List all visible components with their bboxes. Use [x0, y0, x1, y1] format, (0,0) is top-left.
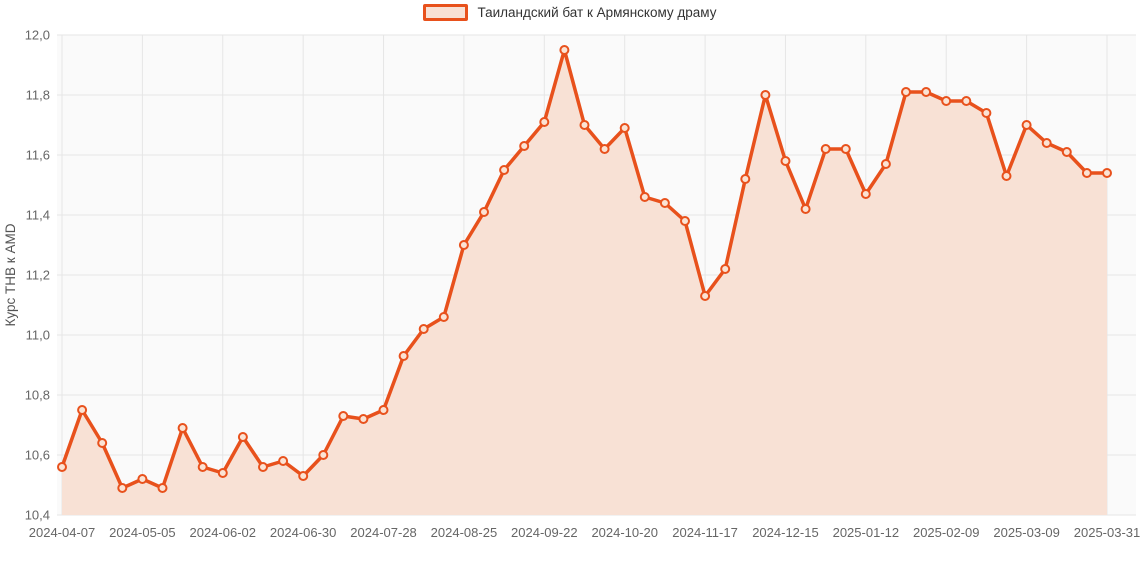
data-point-marker[interactable] — [157, 483, 168, 493]
data-point-marker[interactable] — [599, 144, 610, 154]
y-tick-label: 10,4 — [25, 508, 50, 523]
data-point-marker[interactable] — [760, 90, 771, 100]
data-point-marker[interactable] — [97, 438, 108, 448]
data-point-marker[interactable] — [438, 312, 449, 322]
y-axis-title: Курс THB к AMD — [3, 223, 18, 326]
data-point-marker[interactable] — [1021, 120, 1032, 130]
data-point-marker[interactable] — [860, 189, 871, 199]
data-point-marker[interactable] — [961, 96, 972, 106]
y-tick-label: 11,2 — [26, 268, 50, 283]
y-tick-label: 10,8 — [25, 388, 50, 403]
data-point-marker[interactable] — [298, 471, 309, 481]
data-point-marker[interactable] — [458, 240, 469, 250]
data-point-marker[interactable] — [237, 432, 248, 442]
data-point-marker[interactable] — [137, 474, 148, 484]
data-point-marker[interactable] — [1061, 147, 1072, 157]
x-tick-label: 2025-02-09 — [913, 525, 980, 540]
data-point-marker[interactable] — [1001, 171, 1012, 181]
data-point-marker[interactable] — [318, 450, 329, 460]
data-point-marker[interactable] — [901, 87, 911, 97]
chart-legend[interactable]: Таиландский бат к Армянскому драму — [0, 4, 1140, 21]
x-tick-label: 2024-04-07 — [29, 525, 96, 540]
data-point-marker[interactable] — [338, 411, 349, 421]
data-point-marker[interactable] — [258, 462, 268, 472]
data-point-marker[interactable] — [539, 117, 550, 127]
data-point-marker[interactable] — [1041, 138, 1052, 148]
data-point-marker[interactable] — [680, 216, 690, 226]
x-tick-label: 2024-05-05 — [109, 525, 176, 540]
data-point-marker[interactable] — [177, 423, 188, 433]
data-point-marker[interactable] — [57, 462, 67, 472]
data-point-marker[interactable] — [941, 96, 952, 106]
x-tick-label: 2024-10-20 — [591, 525, 658, 540]
data-point-marker[interactable] — [117, 483, 128, 493]
data-point-marker[interactable] — [1102, 168, 1112, 178]
y-tick-label: 11,8 — [26, 88, 50, 103]
data-point-marker[interactable] — [800, 204, 811, 214]
data-point-marker[interactable] — [840, 144, 851, 154]
data-point-marker[interactable] — [639, 192, 650, 202]
y-tick-label: 10,6 — [25, 448, 50, 463]
data-point-marker[interactable] — [278, 456, 289, 466]
data-point-marker[interactable] — [579, 120, 590, 130]
data-point-marker[interactable] — [740, 174, 751, 184]
data-point-marker[interactable] — [398, 351, 409, 361]
data-point-marker[interactable] — [619, 123, 630, 133]
data-point-marker[interactable] — [418, 324, 429, 334]
data-point-marker[interactable] — [559, 45, 570, 55]
data-point-marker[interactable] — [217, 468, 228, 478]
x-tick-label: 2024-12-15 — [752, 525, 819, 540]
data-point-marker[interactable] — [820, 144, 831, 154]
data-point-marker[interactable] — [378, 405, 389, 415]
data-point-marker[interactable] — [659, 198, 670, 208]
data-point-marker[interactable] — [921, 87, 932, 97]
x-tick-label: 2024-07-28 — [350, 525, 417, 540]
x-tick-label: 2025-03-09 — [993, 525, 1060, 540]
data-point-marker[interactable] — [880, 159, 891, 169]
data-point-marker[interactable] — [358, 414, 369, 424]
data-point-marker[interactable] — [1081, 168, 1092, 178]
y-tick-label: 11,4 — [26, 208, 50, 223]
x-tick-label: 2024-06-02 — [190, 525, 257, 540]
x-tick-label: 2024-06-30 — [270, 525, 337, 540]
data-point-marker[interactable] — [519, 141, 530, 151]
series-area — [62, 50, 1107, 515]
legend-series-swatch-icon — [423, 4, 469, 21]
data-point-marker[interactable] — [499, 165, 510, 175]
y-tick-label: 11,6 — [26, 148, 50, 163]
data-point-marker[interactable] — [700, 291, 711, 301]
x-tick-label: 2025-03-31 — [1074, 525, 1140, 540]
data-point-marker[interactable] — [720, 264, 731, 274]
legend-series-label: Таиландский бат к Армянскому драму — [477, 5, 717, 20]
data-point-marker[interactable] — [77, 405, 88, 415]
data-point-marker[interactable] — [981, 108, 992, 118]
y-tick-label: 11,0 — [26, 328, 50, 343]
data-point-marker[interactable] — [479, 207, 489, 217]
y-tick-label: 12,0 — [25, 28, 50, 43]
x-tick-label: 2024-11-17 — [672, 525, 738, 540]
x-tick-label: 2024-08-25 — [431, 525, 498, 540]
data-point-marker[interactable] — [197, 462, 208, 472]
x-tick-label: 2025-01-12 — [833, 525, 900, 540]
data-point-marker[interactable] — [780, 156, 791, 166]
x-tick-label: 2024-09-22 — [511, 525, 578, 540]
